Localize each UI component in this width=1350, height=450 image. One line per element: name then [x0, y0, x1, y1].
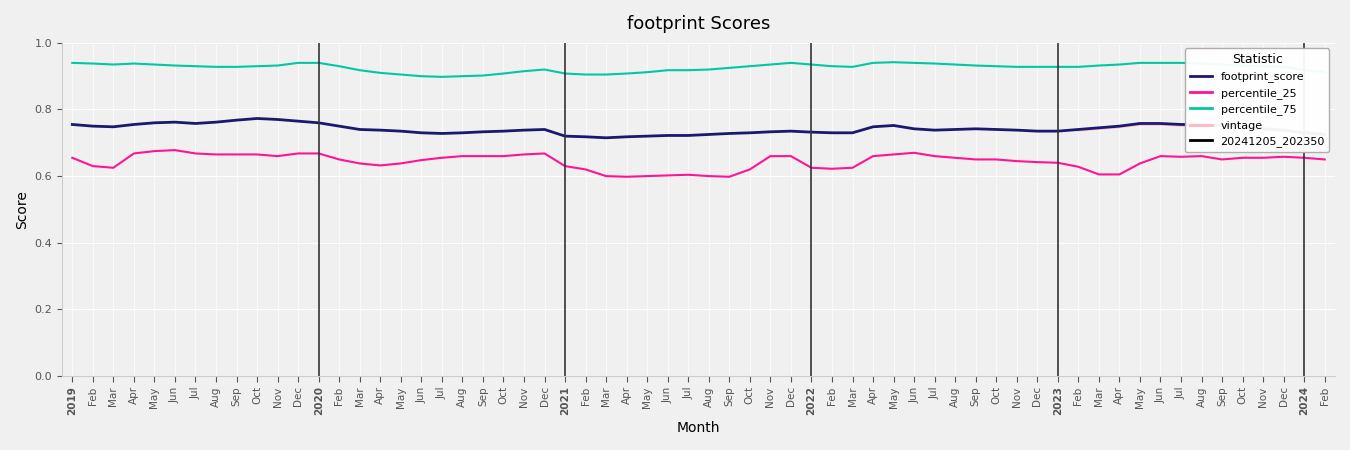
vintage: [1173, 123, 1189, 128]
Line: footprint_score: footprint_score: [73, 118, 1324, 138]
percentile_75: [393, 72, 409, 77]
X-axis label: Month: Month: [676, 421, 721, 435]
vintage: [1214, 124, 1230, 129]
vintage: [1071, 128, 1087, 133]
vintage: [1153, 122, 1169, 127]
footprint_score: [1316, 132, 1332, 137]
percentile_25: [331, 157, 347, 162]
vintage: [1276, 128, 1292, 134]
footprint_score: [248, 116, 265, 121]
percentile_25: [167, 148, 184, 153]
footprint_score: [721, 131, 737, 136]
percentile_75: [1193, 61, 1210, 66]
percentile_75: [701, 67, 717, 72]
footprint_score: [65, 122, 81, 127]
percentile_25: [413, 158, 429, 163]
percentile_75: [65, 60, 81, 66]
Title: footprint Scores: footprint Scores: [626, 15, 771, 33]
percentile_25: [1316, 157, 1332, 162]
footprint_score: [331, 123, 347, 129]
vintage: [1296, 131, 1312, 136]
percentile_75: [433, 74, 450, 80]
percentile_25: [65, 155, 81, 161]
vintage: [1091, 126, 1107, 131]
vintage: [1193, 123, 1210, 128]
Line: percentile_25: percentile_25: [73, 150, 1324, 177]
footprint_score: [865, 124, 882, 130]
footprint_score: [1193, 122, 1210, 127]
percentile_25: [618, 174, 634, 180]
percentile_75: [310, 60, 327, 66]
footprint_score: [413, 130, 429, 135]
percentile_25: [721, 174, 737, 180]
footprint_score: [167, 119, 184, 125]
vintage: [1234, 125, 1250, 130]
vintage: [1316, 133, 1332, 138]
percentile_25: [865, 153, 882, 159]
vintage: [1131, 122, 1148, 127]
Line: percentile_75: percentile_75: [73, 62, 1324, 77]
Legend: footprint_score, percentile_25, percentile_75, vintage, 20241205_202350: footprint_score, percentile_25, percenti…: [1185, 49, 1330, 152]
Line: vintage: vintage: [1079, 125, 1324, 135]
percentile_75: [1316, 69, 1332, 75]
percentile_75: [886, 59, 902, 65]
percentile_75: [844, 64, 860, 70]
percentile_25: [188, 151, 204, 156]
footprint_score: [598, 135, 614, 140]
vintage: [1256, 127, 1272, 133]
percentile_75: [167, 63, 184, 68]
percentile_25: [1193, 153, 1210, 159]
vintage: [1111, 125, 1127, 130]
Y-axis label: Score: Score: [15, 190, 28, 229]
